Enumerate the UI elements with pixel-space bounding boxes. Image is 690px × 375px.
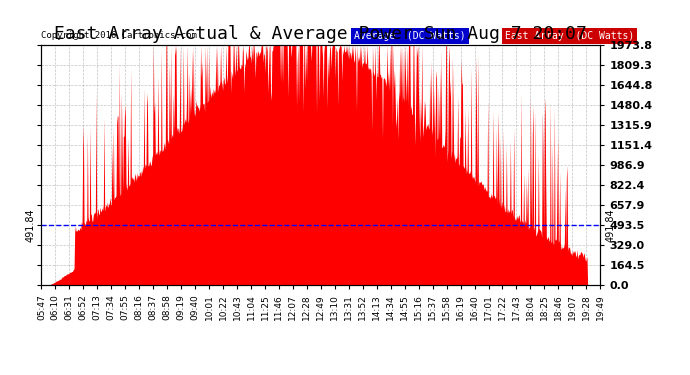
Title: East Array Actual & Average Power Sun Aug 7 20:07: East Array Actual & Average Power Sun Au… bbox=[55, 26, 587, 44]
Text: 491.84: 491.84 bbox=[606, 209, 616, 242]
Text: East Array  (DC Watts): East Array (DC Watts) bbox=[505, 31, 635, 40]
Text: Copyright 2016 Cartronics.com: Copyright 2016 Cartronics.com bbox=[41, 31, 197, 40]
Text: 491.84: 491.84 bbox=[26, 209, 36, 242]
Text: Average  (DC Watts): Average (DC Watts) bbox=[355, 31, 466, 40]
